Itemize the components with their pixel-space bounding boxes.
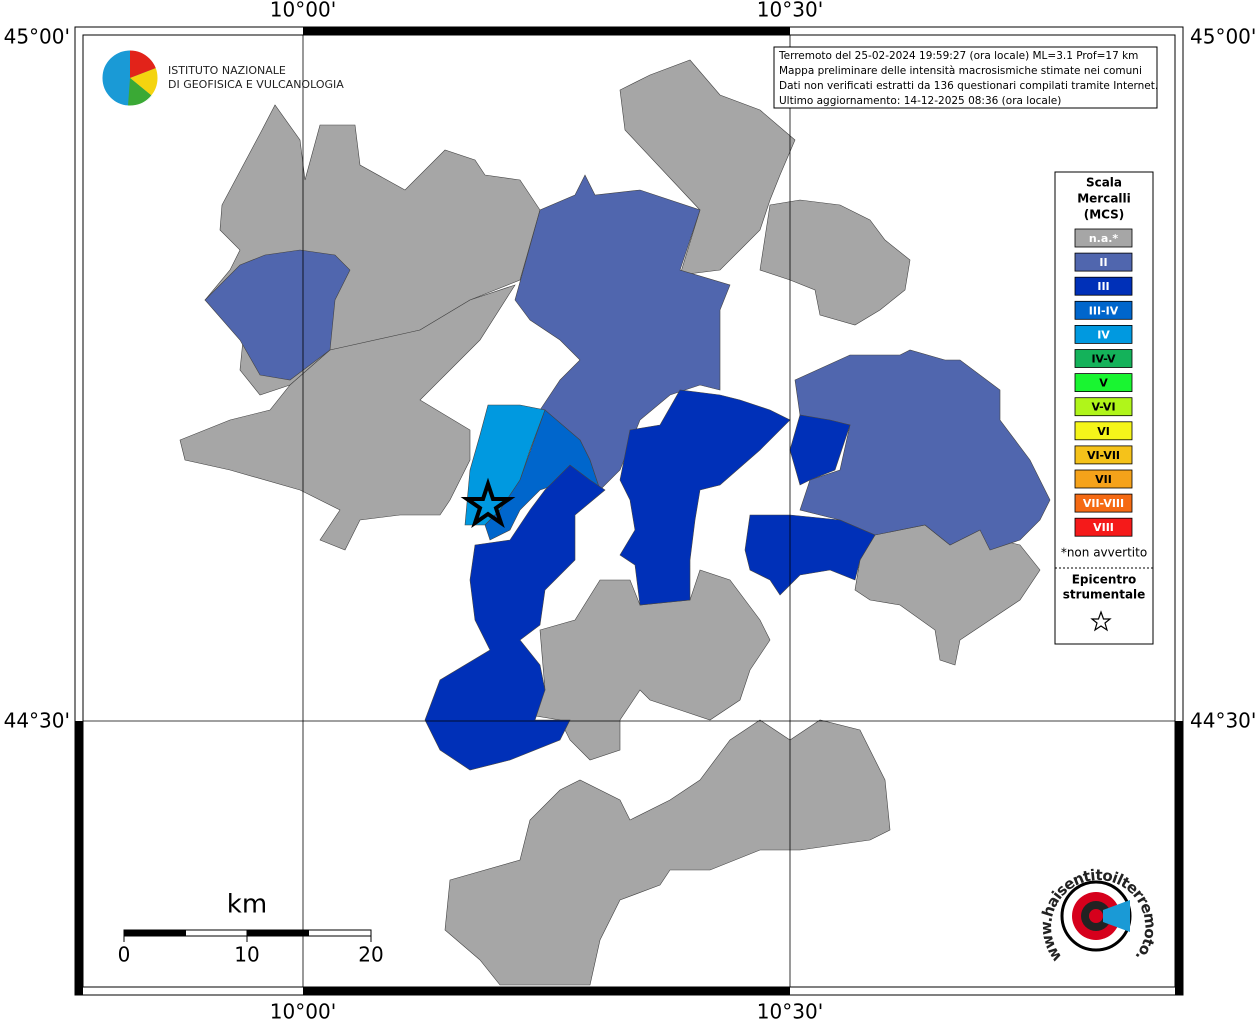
- legend-swatch: [1074, 300, 1133, 320]
- logo-wedge: [128, 78, 152, 107]
- lon-label: 10°00': [270, 1000, 336, 1024]
- municipality: [789, 414, 851, 486]
- logo-wedge: [130, 50, 156, 78]
- legend-label: IV-V: [1091, 353, 1116, 366]
- scale-segment: [124, 930, 186, 936]
- legend-swatch: [1074, 421, 1133, 441]
- info-lines: Terremoto del 25-02-2024 19:59:27 (ora l…: [778, 50, 1158, 107]
- municipality: [619, 59, 796, 276]
- legend-label: V: [1099, 377, 1108, 390]
- municipality: [794, 349, 1051, 551]
- scale-segment: [247, 930, 309, 936]
- legend-label: VI-VII: [1087, 449, 1120, 462]
- legend-label: VII-VIII: [1083, 497, 1124, 510]
- legend-swatch: [1074, 228, 1133, 248]
- municipality: [444, 719, 891, 986]
- municipality: [619, 389, 791, 606]
- scale-label: 20: [358, 943, 383, 967]
- frame-bar: [303, 987, 790, 995]
- legend-label: II: [1099, 256, 1107, 269]
- info-line: Mappa preliminare delle intensità macros…: [779, 65, 1142, 77]
- legend-swatch: [1074, 517, 1133, 537]
- logo-ring: [101, 49, 159, 107]
- legend-label: III-IV: [1089, 304, 1119, 317]
- logo-dot: [1089, 909, 1103, 923]
- scale-bar: [123, 929, 372, 942]
- legend-swatch: [1074, 276, 1133, 296]
- legend-swatch: [1074, 324, 1133, 344]
- logo-wedge: [130, 68, 159, 96]
- legend-swatch: [1074, 493, 1133, 513]
- legend: ScalaMercalli(MCS)n.a.*IIIIIIII-IVIVIV-V…: [1061, 176, 1147, 602]
- municipality: [529, 569, 771, 761]
- institute-name: ISTITUTO NAZIONALE: [168, 64, 286, 77]
- institute-name: DI GEOFISICA E VULCANOLOGIA: [168, 78, 344, 91]
- legend-note: *non avvertito: [1061, 546, 1147, 560]
- legend-swatch: [1074, 252, 1133, 272]
- info-line: Dati non verificati estratti da 136 ques…: [779, 80, 1158, 92]
- epicenter-star: [460, 477, 516, 529]
- logo-beam: [1103, 900, 1130, 932]
- lon-label: 10°00': [270, 0, 336, 22]
- legend-swatch: [1074, 397, 1133, 417]
- epicenter-title: strumentale: [1063, 588, 1146, 602]
- scale-unit: km: [227, 890, 267, 920]
- frame-bar: [303, 27, 790, 35]
- info-box: [773, 46, 1158, 109]
- municipalities: [179, 59, 1051, 986]
- municipality: [514, 174, 731, 491]
- legend-swatch: [1074, 445, 1133, 465]
- scale-label: 10: [234, 943, 259, 967]
- legend-label: VI: [1097, 425, 1110, 438]
- frame-bar: [1175, 721, 1183, 995]
- legend-label: III: [1097, 280, 1109, 293]
- lon-label: 10°30': [757, 0, 823, 22]
- legend-label: V-VI: [1091, 401, 1115, 414]
- municipality: [204, 249, 351, 381]
- lat-label: 44°30': [1190, 709, 1256, 733]
- info-line: Terremoto del 25-02-2024 19:59:27 (ora l…: [778, 50, 1138, 62]
- legend-title: (MCS): [1084, 208, 1125, 222]
- lat-label: 44°30': [4, 709, 70, 733]
- epicenter-title: Epicentro: [1072, 573, 1137, 587]
- legend-star: [1090, 610, 1112, 632]
- frame-bar: [75, 721, 83, 995]
- legend-label: n.a.*: [1089, 232, 1119, 245]
- lat-label: 45°00': [1190, 25, 1256, 49]
- lat-label: 45°00': [4, 25, 70, 49]
- legend-swatch: [1074, 349, 1133, 368]
- legend-title: Mercalli: [1077, 192, 1131, 206]
- legend-title: Scala: [1086, 176, 1122, 190]
- scale-label: 0: [118, 943, 131, 967]
- municipality: [759, 199, 911, 326]
- legend-swatch: [1074, 373, 1133, 393]
- legend-label: VII: [1095, 473, 1112, 486]
- info-line: Ultimo aggiornamento: 14-12-2025 08:36 (…: [779, 95, 1061, 107]
- legend-swatch: [1074, 469, 1133, 489]
- municipality: [179, 284, 516, 551]
- municipality: [424, 464, 606, 771]
- legend-label: VIII: [1093, 521, 1114, 534]
- legend-label: IV: [1097, 328, 1110, 341]
- lon-label: 10°30': [757, 1000, 823, 1024]
- ingv-logo: ISTITUTO NAZIONALE DI GEOFISICA E VULCAN…: [101, 49, 344, 107]
